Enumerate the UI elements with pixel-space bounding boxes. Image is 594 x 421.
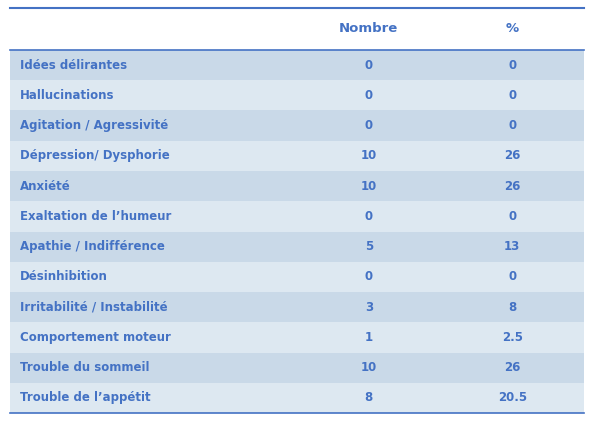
Text: 26: 26 <box>504 149 520 163</box>
Bar <box>10 80 584 110</box>
Bar <box>10 171 584 201</box>
Text: Irritabilité / Instabilité: Irritabilité / Instabilité <box>20 301 168 314</box>
Text: 0: 0 <box>365 210 373 223</box>
Text: %: % <box>505 22 519 35</box>
Text: Nombre: Nombre <box>339 22 399 35</box>
Text: 13: 13 <box>504 240 520 253</box>
Text: Désinhibition: Désinhibition <box>20 270 108 283</box>
Text: 10: 10 <box>361 149 377 163</box>
Text: Dépression/ Dysphorie: Dépression/ Dysphorie <box>20 149 170 163</box>
Text: 0: 0 <box>365 270 373 283</box>
Text: 0: 0 <box>365 59 373 72</box>
Text: 8: 8 <box>365 392 373 405</box>
Bar <box>10 232 584 262</box>
Text: 5: 5 <box>365 240 373 253</box>
Text: 26: 26 <box>504 180 520 193</box>
Bar <box>10 262 584 292</box>
Text: 0: 0 <box>508 59 516 72</box>
Bar <box>10 110 584 141</box>
Text: 0: 0 <box>508 210 516 223</box>
Bar <box>10 383 584 413</box>
Text: 0: 0 <box>365 119 373 132</box>
Bar <box>10 141 584 171</box>
Text: Trouble du sommeil: Trouble du sommeil <box>20 361 150 374</box>
Text: Hallucinations: Hallucinations <box>20 89 115 102</box>
Text: Anxiété: Anxiété <box>20 180 71 193</box>
Text: 2.5: 2.5 <box>502 331 523 344</box>
Text: Exaltation de l’humeur: Exaltation de l’humeur <box>20 210 172 223</box>
Bar <box>10 352 584 383</box>
Text: 20.5: 20.5 <box>498 392 527 405</box>
Text: 10: 10 <box>361 180 377 193</box>
Bar <box>10 8 584 50</box>
Text: 0: 0 <box>508 270 516 283</box>
Bar <box>10 292 584 322</box>
Text: 3: 3 <box>365 301 373 314</box>
Bar <box>10 50 584 80</box>
Text: 0: 0 <box>365 89 373 102</box>
Text: 1: 1 <box>365 331 373 344</box>
Text: 0: 0 <box>508 89 516 102</box>
Text: 26: 26 <box>504 361 520 374</box>
Text: Trouble de l’appétit: Trouble de l’appétit <box>20 392 151 405</box>
Text: Agitation / Agressivité: Agitation / Agressivité <box>20 119 168 132</box>
Text: Apathie / Indifférence: Apathie / Indifférence <box>20 240 165 253</box>
Text: 8: 8 <box>508 301 516 314</box>
Bar <box>10 322 584 352</box>
Text: Comportement moteur: Comportement moteur <box>20 331 171 344</box>
Text: Idées délirantes: Idées délirantes <box>20 59 127 72</box>
Text: 10: 10 <box>361 361 377 374</box>
Bar <box>10 201 584 232</box>
Text: 0: 0 <box>508 119 516 132</box>
